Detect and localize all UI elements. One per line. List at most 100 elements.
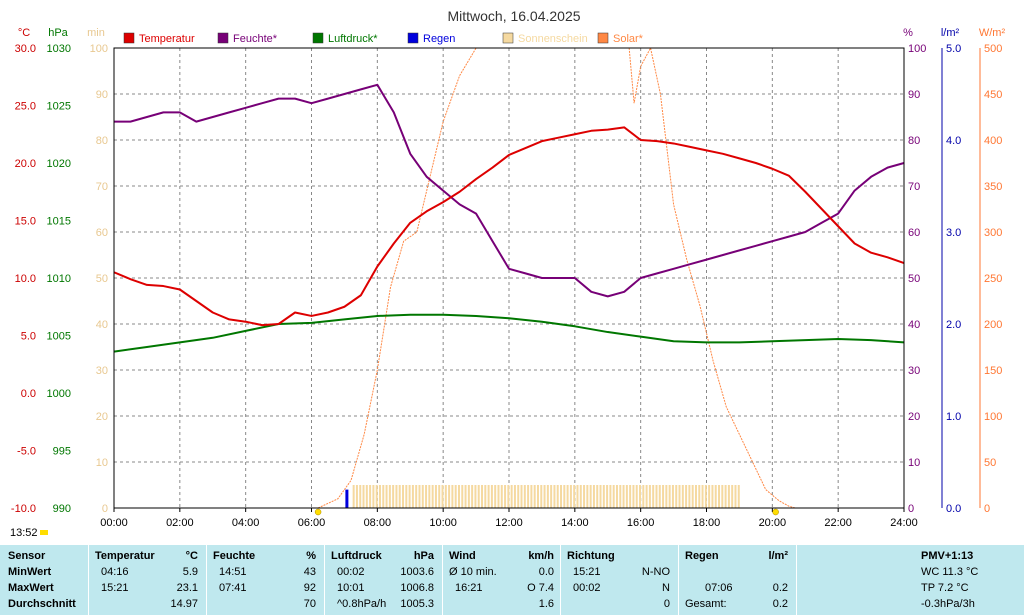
temp-tick-label: 25.0 [15, 101, 36, 113]
sunshine-bar [645, 485, 648, 508]
sunshine-tick-label: 80 [96, 135, 108, 147]
pressure-tick-label: 1015 [47, 216, 71, 228]
sun-marker-icon [314, 508, 322, 516]
sunshine-bar [527, 485, 530, 508]
direction-min-time: 15:21 [573, 566, 601, 578]
direction-avg-value: 0 [663, 598, 670, 610]
solar-tick-label: 400 [984, 135, 1002, 147]
solar-tick-label: 250 [984, 273, 1002, 285]
sunshine-bar [612, 485, 615, 508]
sunshine-bar [668, 485, 671, 508]
legend-label: Feuchte* [233, 33, 278, 45]
sunshine-bar [718, 485, 721, 508]
sunshine-bar [708, 485, 711, 508]
temp-min-time: 04:16 [101, 566, 129, 578]
sunshine-bar [701, 485, 704, 508]
humidity-tick-label: 40 [908, 319, 920, 331]
sunshine-tick-label: 40 [96, 319, 108, 331]
sunshine-bar [352, 485, 355, 508]
humidity-header: Feuchte [213, 550, 256, 562]
sunshine-bar [494, 485, 497, 508]
solar-line [317, 48, 796, 508]
rain-unit: l/m² [768, 550, 788, 562]
sunshine-bar [665, 485, 668, 508]
sunshine-bar [497, 485, 500, 508]
sunshine-bar [540, 485, 543, 508]
sunshine-tick-label: 10 [96, 457, 108, 469]
temp-tick-label: 20.0 [15, 158, 36, 170]
wind-max-time: 16:21 [455, 582, 483, 594]
sunshine-bar [431, 485, 434, 508]
sunshine-bar [681, 485, 684, 508]
solar-tick-label: 350 [984, 181, 1002, 193]
sunshine-bar [392, 485, 395, 508]
sunshine-bar [359, 485, 362, 508]
sunshine-bar [355, 485, 358, 508]
sunshine-tick-label: 30 [96, 365, 108, 377]
x-tick-label: 12:00 [495, 517, 523, 529]
sunshine-bar [704, 485, 707, 508]
sunshine-bar [652, 485, 655, 508]
sunshine-bar [573, 485, 576, 508]
pressure-max-value: 1006.8 [400, 582, 434, 594]
plot-frame [113, 47, 905, 509]
temp-unit: °C [18, 27, 30, 39]
temp-tick-label: 30.0 [15, 43, 36, 55]
temp-tick-label: 5.0 [21, 331, 36, 343]
sunshine-bar [560, 485, 563, 508]
sunshine-bar [662, 485, 665, 508]
wind-avg-label: Ø 10 min. [449, 566, 497, 578]
sunshine-bar [635, 485, 638, 508]
rain-tick-label: 2.0 [946, 319, 961, 331]
sunshine-bar [675, 485, 678, 508]
humidity-tick-label: 90 [908, 89, 920, 101]
x-tick-label: 14:00 [561, 517, 589, 529]
sunshine-bar [451, 485, 454, 508]
x-tick-label: 16:00 [627, 517, 655, 529]
humidity-min-time: 14:51 [219, 566, 247, 578]
rain-tick-label: 5.0 [946, 43, 961, 55]
pressure-min-time: 00:02 [337, 566, 365, 578]
x-tick-label: 04:00 [232, 517, 260, 529]
sunshine-bar [477, 485, 480, 508]
humidity-tick-label: 80 [908, 135, 920, 147]
solar-tick-label: 450 [984, 89, 1002, 101]
pressure-tick-label: 990 [53, 503, 71, 515]
humidity-max-time: 07:41 [219, 582, 247, 594]
sunshine-bar [648, 485, 651, 508]
direction-min-value: N-NO [641, 566, 670, 578]
col-sensor: Sensor MinWert MaxWert Durchschnitt [0, 545, 88, 615]
sunshine-bar [395, 485, 398, 508]
current-time-label: 13:52 [10, 527, 38, 539]
rain-bar [345, 489, 349, 508]
temp-tick-label: -10.0 [11, 503, 36, 515]
sunshine-bar [378, 485, 381, 508]
sunshine-bar [589, 485, 592, 508]
sunshine-bar [375, 485, 378, 508]
rain-tick-label: 1.0 [946, 411, 961, 423]
humidity-tick-label: 0 [908, 503, 914, 515]
pmv-header: PMV+1:13 [921, 550, 974, 562]
pressure-unit: hPa [413, 550, 434, 562]
row-max-label: MaxWert [8, 582, 54, 594]
solar-tick-label: 0 [984, 503, 990, 515]
sunshine-bar [369, 485, 372, 508]
x-tick-label: 02:00 [166, 517, 194, 529]
sunshine-bar [556, 485, 559, 508]
sunshine-bar [599, 485, 602, 508]
sunshine-bar [408, 485, 411, 508]
wind-day-avg-value: 1.6 [538, 598, 554, 610]
x-tick-label: 18:00 [693, 517, 721, 529]
sunshine-bar [619, 485, 622, 508]
solar-tick-label: 500 [984, 43, 1002, 55]
solar-tick-label: 50 [984, 457, 996, 469]
sunshine-bar [737, 485, 740, 508]
sunshine-bar [405, 485, 408, 508]
sunshine-tick-label: 0 [102, 503, 108, 515]
rain-total-value: 0.2 [772, 598, 788, 610]
sunshine-bar [734, 485, 737, 508]
pmv-windchill: WC 11.3 °C [921, 566, 979, 578]
sunshine-bar [688, 485, 691, 508]
sunshine-bar [490, 485, 493, 508]
sunshine-bar [553, 485, 556, 508]
